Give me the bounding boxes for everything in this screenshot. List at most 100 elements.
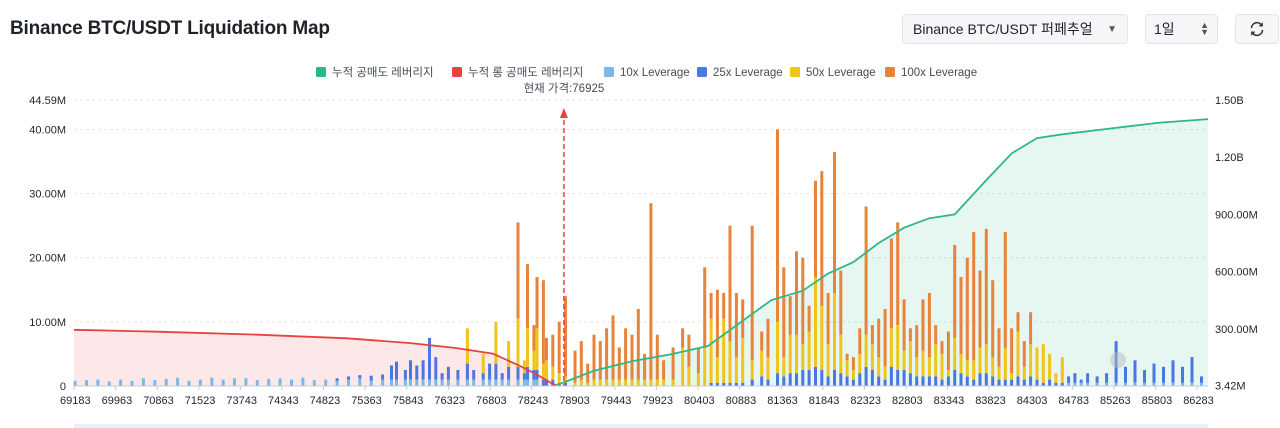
bar-lev50: [965, 360, 969, 377]
bar-lev50: [750, 360, 754, 380]
y-right-tick-label: 300.00M: [1215, 324, 1258, 336]
bar-lev10: [1133, 382, 1137, 386]
x-tick-label: 69183: [60, 395, 91, 407]
bar-lev50: [1041, 344, 1045, 383]
bar-lev100: [760, 331, 764, 351]
refresh-button[interactable]: [1235, 14, 1279, 44]
y-right-tick-label: 900.00M: [1215, 209, 1258, 221]
bar-lev50: [788, 334, 792, 374]
y-left-tick-label: 20.00M: [29, 253, 66, 265]
bar-lev25: [722, 382, 726, 386]
bar-lev50: [709, 318, 713, 383]
bar-lev25: [1054, 382, 1058, 386]
bar-lev10: [301, 377, 305, 386]
bar-lev10: [233, 378, 236, 386]
bar-lev10: [381, 379, 385, 386]
bar-lev100: [851, 357, 855, 370]
bar-lev25: [494, 363, 498, 380]
bar-lev50: [782, 357, 786, 377]
bar-lev10: [465, 379, 469, 386]
bar-lev100: [877, 318, 881, 358]
bar-lev25: [1022, 379, 1026, 386]
bar-lev25: [908, 373, 912, 386]
bar-lev50: [671, 379, 675, 386]
x-tick-label: 78903: [559, 395, 590, 407]
chart-grid: [74, 99, 1208, 323]
bar-lev50: [557, 373, 561, 383]
bar-lev50: [807, 331, 811, 370]
exchange-select[interactable]: Binance BTC/USDT 퍼페추얼 ▼: [902, 14, 1128, 44]
bar-lev10: [278, 378, 282, 386]
bar-lev10: [456, 379, 460, 386]
bar-lev50: [598, 379, 602, 386]
bar-lev25: [1060, 382, 1064, 386]
bar-lev10: [1200, 382, 1203, 386]
bar-lev10: [130, 380, 134, 386]
bar-lev50: [703, 347, 707, 386]
period-select[interactable]: 1일 ▲ ▼: [1145, 14, 1218, 44]
bar-lev100: [535, 277, 539, 329]
bar-lev25: [500, 373, 504, 380]
x-tick-label: 85803: [1142, 395, 1173, 407]
y-left-tick-label: 40.00M: [29, 124, 66, 136]
bar-lev50: [551, 366, 555, 380]
bar-lev100: [696, 347, 700, 374]
bar-lev25: [940, 379, 944, 386]
bar-lev50: [978, 347, 982, 374]
bar-lev10: [428, 379, 431, 386]
bar-lev25: [820, 370, 824, 386]
bar-lev100: [557, 321, 561, 374]
bar-lev50: [545, 360, 548, 380]
bar-lev50: [760, 350, 764, 377]
bar-lev50: [959, 353, 963, 374]
bar-lev50: [522, 360, 526, 374]
bar-lev50: [696, 373, 700, 386]
y-right-tick-label: 1.50B: [1215, 95, 1244, 107]
bar-lev10: [107, 381, 111, 386]
bar-lev50: [516, 318, 520, 367]
bar-lev10: [187, 380, 191, 386]
bar-lev25: [946, 376, 950, 386]
bar-lev10: [1086, 382, 1090, 386]
bar-lev10: [1162, 382, 1165, 386]
bar-lev50: [649, 379, 653, 386]
bar-lev100: [978, 270, 982, 348]
bar-lev10: [358, 378, 362, 386]
bar-lev50: [605, 379, 609, 386]
bar-lev100: [921, 299, 925, 351]
bar-lev100: [864, 206, 868, 335]
bar-lev100: [728, 225, 732, 342]
bar-lev10: [255, 380, 259, 386]
bar-lev25: [1048, 379, 1052, 386]
y-right-tick-label: 3.42M: [1215, 380, 1246, 392]
bar-lev25: [959, 373, 963, 386]
watermark: [1110, 352, 1126, 368]
bar-lev25: [776, 373, 779, 386]
refresh-icon: [1250, 21, 1264, 37]
bar-lev10: [1181, 382, 1184, 386]
bar-lev25: [1162, 366, 1165, 383]
bar-lev10: [390, 379, 393, 386]
x-tick-label: 81363: [767, 395, 798, 407]
bar-lev100: [573, 350, 577, 383]
period-select-value: 1일: [1154, 21, 1175, 37]
bar-lev25: [446, 366, 450, 380]
bar-lev25: [1067, 376, 1071, 383]
bar-lev25: [434, 357, 438, 380]
bar-lev25: [889, 366, 893, 386]
bar-lev25: [896, 370, 900, 386]
bar-lev25: [1181, 366, 1184, 383]
bar-lev50: [494, 321, 498, 364]
y-left-tick-label: 0: [60, 381, 66, 393]
bar-lev10: [516, 379, 520, 386]
bar-lev50: [541, 363, 545, 380]
bar-lev25: [978, 373, 982, 386]
bar-lev50: [953, 337, 957, 370]
bar-lev50: [991, 357, 995, 377]
bar-lev100: [598, 341, 602, 380]
bar-lev25: [395, 361, 398, 380]
bar-lev10: [335, 380, 339, 386]
bar-lev100: [927, 293, 931, 358]
bar-lev25: [488, 363, 492, 380]
bar-lev100: [953, 244, 957, 338]
